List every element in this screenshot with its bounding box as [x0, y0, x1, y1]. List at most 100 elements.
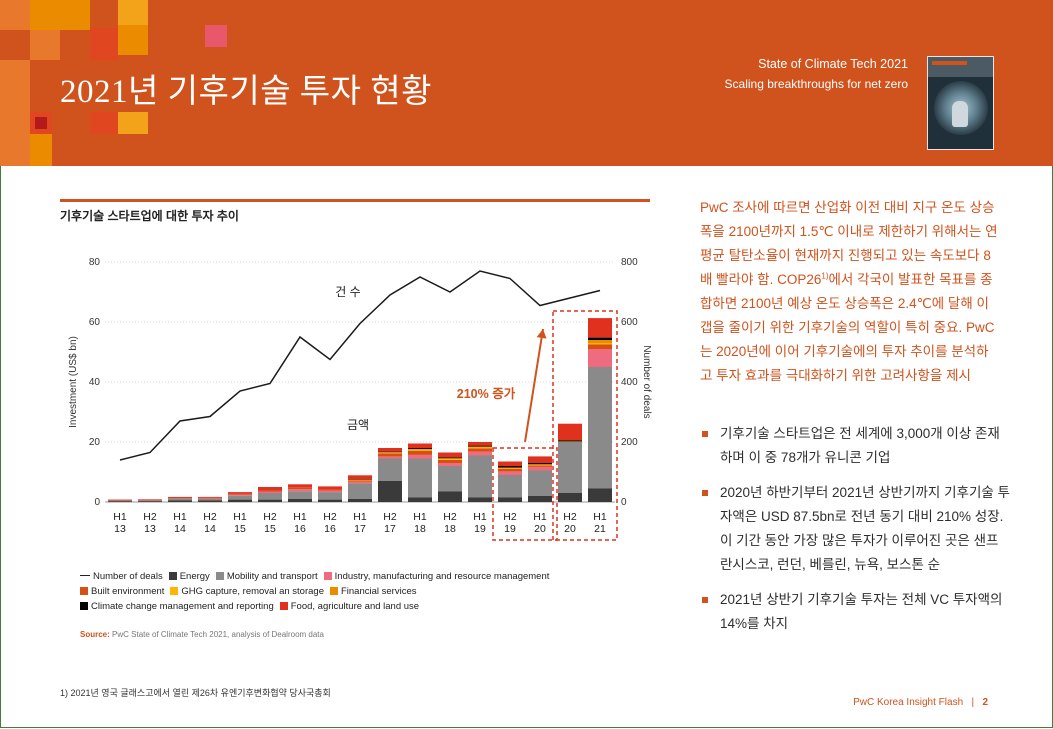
x-tick-label: H1: [533, 511, 547, 523]
list-item: 기후기술 스타트업은 전 세계에 3,000개 이상 존재하며 이 중 78개가…: [700, 422, 1010, 470]
decor-square: [30, 134, 52, 166]
legend-swatch-icon: [168, 572, 177, 580]
bar-segment: [168, 496, 192, 498]
list-item: 2021년 상반기 기후기술 투자는 전체 VC 투자액의 14%를 차지: [700, 588, 1010, 636]
bar-segment: [558, 441, 582, 442]
y-tick-label: 20: [89, 437, 101, 448]
legend-item: GHG capture, removal an storage: [170, 586, 324, 597]
x-tick-label: H2: [323, 511, 337, 523]
report-subtitle: Scaling breakthroughs for net zero: [724, 77, 908, 91]
bar-segment: [588, 488, 612, 502]
x-tick-label: H1: [293, 511, 307, 523]
footnote-ref: 1): [821, 271, 829, 281]
legend-swatch-icon: [329, 587, 338, 595]
x-tick-label: 19: [504, 523, 516, 535]
bar-segment: [468, 446, 492, 448]
summary-paragraph: PwC 조사에 따르면 산업화 이전 대비 지구 온도 상승폭을 2100년까지…: [700, 196, 1000, 388]
bar-segment: [528, 466, 552, 471]
report-cover-image: [927, 56, 994, 150]
bar-segment: [588, 343, 612, 345]
decor-square: [205, 25, 227, 47]
y2-tick-label: 0: [621, 497, 627, 508]
bar-segment: [408, 454, 432, 459]
x-tick-label: H1: [413, 511, 427, 523]
y2-tick-label: 200: [621, 437, 638, 448]
bar-segment: [288, 489, 312, 492]
legend-label: Financial services: [340, 586, 417, 597]
y2-tick-label: 800: [621, 257, 638, 268]
source-text: PwC State of Climate Tech 2021, analysis…: [109, 630, 324, 639]
bar-segment: [528, 465, 552, 466]
bar-segment: [498, 471, 522, 475]
bar-segment: [288, 487, 312, 490]
legend-item: Number of deals: [80, 571, 163, 582]
legend-item: Mobility and transport: [215, 571, 318, 582]
decor-square: [90, 28, 118, 60]
bar-segment: [378, 453, 402, 457]
bar-segment: [498, 467, 522, 469]
bar-segment: [348, 480, 372, 482]
bar-segment: [228, 493, 252, 495]
bar-segment: [498, 475, 522, 498]
legend-label: Climate change management and reporting: [91, 601, 274, 612]
x-tick-label: 15: [264, 523, 276, 535]
legend-swatch-icon: [80, 587, 88, 595]
x-tick-label: 18: [444, 523, 456, 535]
bar-segment: [438, 466, 462, 492]
bar-segment: [108, 500, 132, 502]
bar-segment: [138, 499, 162, 500]
bar-segment: [318, 492, 342, 500]
y-tick-label: 80: [89, 257, 101, 268]
bar-segment: [408, 449, 432, 451]
bar-segment: [438, 458, 462, 460]
decor-square: [30, 30, 60, 60]
bar-segment: [198, 497, 222, 499]
list-item: 2020년 하반기부터 2021년 상반기까지 기후기술 투자액은 USD 87…: [700, 481, 1010, 577]
x-tick-label: H2: [143, 511, 157, 523]
bar-segment: [198, 498, 222, 501]
bar-segment: [228, 492, 252, 494]
bar-segment: [468, 447, 492, 449]
summary-text-a: PwC 조사에 따르면 산업화 이전 대비 지구 온도 상승폭을 2100년까지…: [700, 200, 998, 287]
decor-square: [118, 0, 148, 25]
bar-segment: [468, 455, 492, 498]
bullet-icon: [702, 431, 708, 437]
bar-segment: [408, 448, 432, 449]
bar-segment: [198, 498, 222, 499]
bar-segment: [168, 498, 192, 501]
bar-segment: [198, 496, 222, 498]
footer-brand: PwC Korea Insight Flash: [853, 697, 964, 708]
legend-row: Built environment GHG capture, removal an…: [80, 584, 555, 599]
bar-segment: [378, 458, 402, 481]
deals-line: [119, 270, 601, 461]
bullet-icon: [702, 490, 708, 496]
bar-segment: [378, 452, 402, 453]
decor-square: [0, 0, 30, 30]
bar-segment: [168, 498, 192, 499]
bar-segment: [168, 497, 192, 499]
source-label: Source:: [80, 630, 110, 639]
legend-swatch-icon: [80, 602, 88, 610]
growth-arrow-head: [536, 329, 547, 339]
bar-segment: [258, 499, 282, 502]
list-item-text: 2020년 하반기부터 2021년 상반기까지 기후기술 투자액은 USD 87…: [720, 485, 1010, 572]
footnote: 1) 2021년 영국 글래스고에서 열린 제26차 유엔기후변화협약 당사국총…: [60, 688, 331, 698]
bar-segment: [408, 458, 432, 498]
bar-segment: [138, 499, 162, 501]
bar-segment: [348, 483, 372, 499]
bar-segment: [318, 490, 342, 493]
chart-legend: Number of deals Energy Mobility and transp…: [80, 569, 555, 614]
legend-swatch-icon: [170, 587, 179, 595]
bar-segment: [558, 440, 582, 442]
bar-segment: [498, 497, 522, 502]
bar-segment: [378, 481, 402, 502]
x-tick-label: 16: [294, 523, 306, 535]
bar-segment: [288, 499, 312, 502]
bar-segment: [108, 501, 132, 502]
bar-segment: [588, 337, 612, 340]
bar-segment: [258, 490, 282, 492]
legend-label: Industry, manufacturing and resource man…: [334, 571, 550, 582]
decor-square: [118, 112, 148, 134]
legend-label: Energy: [179, 571, 210, 582]
chart-title: 기후기술 스타트업에 대한 투자 추이: [60, 209, 239, 223]
